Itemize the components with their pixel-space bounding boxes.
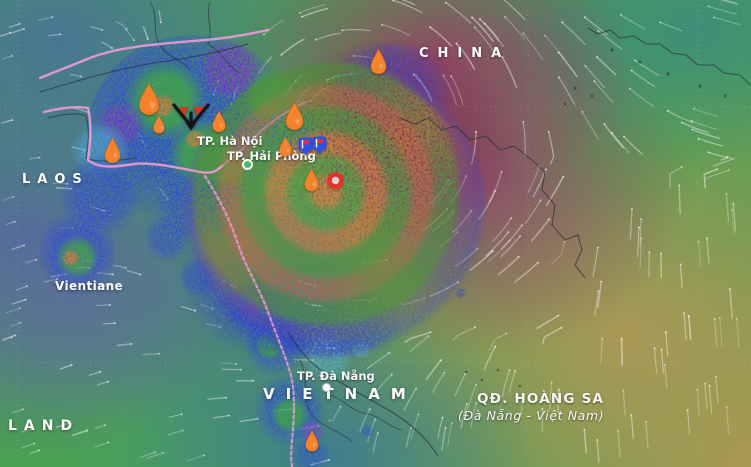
city-label-hanoi: TP. Hà Nội <box>197 134 263 148</box>
storm-warning-icon[interactable] <box>103 137 122 164</box>
storm-warning-icon[interactable] <box>137 82 161 116</box>
region-label-thailand-partial: LAND <box>8 418 80 434</box>
storm-warning-icon[interactable] <box>278 136 293 157</box>
sea-label-hoangsa: QĐ. HOÀNG SA <box>477 391 605 407</box>
tornado-warning-icon[interactable] <box>170 101 212 131</box>
region-label-laos: LAOS <box>22 172 89 187</box>
storm-warning-icon[interactable] <box>211 110 227 133</box>
storm-warning-icon[interactable] <box>152 115 166 134</box>
typhoon-center-icon[interactable] <box>326 171 345 190</box>
storm-warning-icon[interactable] <box>284 101 305 131</box>
storm-warning-icon[interactable] <box>304 430 320 452</box>
city-label-vientiane: Vientiane <box>55 279 124 293</box>
city-dot <box>322 383 331 392</box>
flag-warning-marker-icon[interactable] <box>298 137 313 156</box>
sea-label-hoangsa-subtitle: (Đà Nẵng - Việt Nam) <box>458 408 605 423</box>
city-dot <box>242 159 253 170</box>
storm-warning-icon[interactable] <box>369 48 388 75</box>
city-label-danang: TP. Đà Nẵng <box>297 369 375 383</box>
storm-warning-icon[interactable] <box>303 168 320 192</box>
region-label-vietnam: VIETNAM <box>263 385 417 403</box>
region-label-china: CHINA <box>419 46 511 61</box>
flag-warning-marker-icon[interactable] <box>312 136 327 155</box>
